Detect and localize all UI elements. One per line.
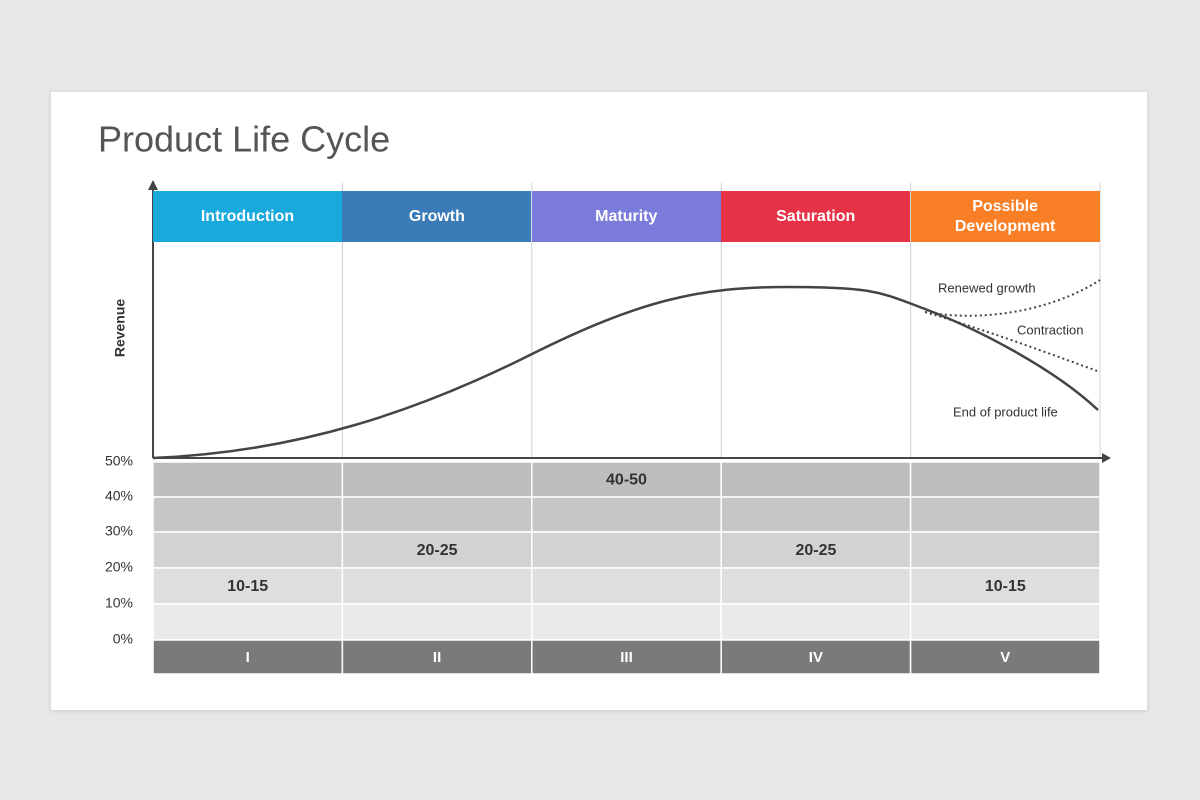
- numeral-cell: [909, 639, 1101, 675]
- table-cell: [909, 531, 1101, 569]
- table-cell: [152, 603, 344, 641]
- numeral-cell: [720, 639, 912, 675]
- table-cell: [531, 531, 722, 569]
- table-cell: [341, 461, 533, 498]
- table-cell: [341, 603, 533, 641]
- table-cell: [152, 496, 344, 533]
- scale-label: 10%: [105, 595, 133, 611]
- table-cell: [152, 461, 344, 498]
- table-cell: [341, 567, 533, 605]
- table-cell: [720, 461, 912, 498]
- stage-header: Growth: [342, 191, 532, 242]
- table-cell: [531, 567, 722, 605]
- range-label: 10-15: [227, 578, 268, 595]
- range-label: 10-15: [985, 578, 1026, 595]
- range-label: 20-25: [795, 542, 836, 559]
- y-arrow: [148, 180, 158, 190]
- scale-label: 40%: [105, 488, 133, 504]
- table-cell: [152, 531, 344, 569]
- stage-header: Maturity: [531, 191, 721, 242]
- stage-numeral: II: [433, 649, 441, 666]
- stage-numeral: III: [620, 649, 633, 666]
- table-cell: [531, 603, 722, 641]
- curve-label: End of product life: [953, 404, 1058, 419]
- range-label: 40-50: [606, 472, 647, 489]
- curve-label: Renewed growth: [938, 280, 1036, 295]
- renewed-curve: [924, 279, 1101, 317]
- numeral-cell: [531, 639, 722, 675]
- table-cell: [909, 603, 1101, 641]
- table-cell: [720, 496, 912, 533]
- table-cell: [341, 496, 533, 533]
- level-table: 10-15 I 20-25 II 40-50 III 20-25 IV 10-15 V 50% 40%…: [105, 453, 1101, 675]
- stage-numeral: V: [1000, 649, 1010, 666]
- title: Product Life Cycle: [98, 119, 390, 160]
- curve-label: Contraction: [1017, 322, 1083, 337]
- y-axis-label: Revenue: [112, 299, 128, 358]
- scale-label: 50%: [105, 453, 133, 469]
- numeral-cell: [341, 639, 533, 675]
- stage-numeral: I: [246, 649, 250, 666]
- scale-label: 20%: [105, 559, 133, 575]
- table-cell: [909, 567, 1101, 605]
- life-curve: [152, 285, 1099, 460]
- table-cell: [720, 603, 912, 641]
- scale-label: 0%: [113, 631, 133, 647]
- x-arrow: [1102, 453, 1111, 463]
- stage-numeral: IV: [809, 649, 823, 666]
- stage-header: Saturation: [721, 191, 911, 242]
- table-cell: [909, 496, 1101, 533]
- stage-header: Possible Development: [910, 191, 1100, 242]
- table-cell: [720, 567, 912, 605]
- table-cell: [909, 461, 1101, 498]
- table-cell: [531, 496, 722, 533]
- scale-label: 30%: [105, 523, 133, 539]
- stage-header: Introduction: [153, 191, 342, 242]
- range-label: 20-25: [417, 542, 458, 559]
